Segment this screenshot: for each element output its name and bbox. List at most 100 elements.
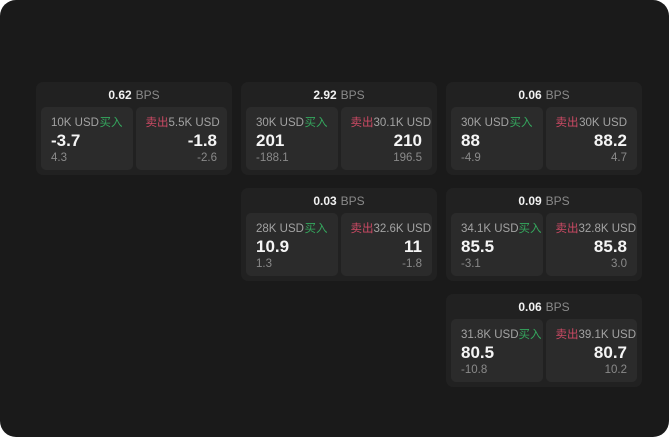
sell-panel-top: 卖出 39.1K USD	[555, 326, 637, 342]
sell-delta: 3.0	[611, 258, 627, 270]
buy-side-label: 买入	[304, 117, 328, 129]
buy-panel-top: 28K USD 买入	[256, 220, 328, 236]
sell-price: 210	[393, 130, 422, 150]
card-header: 0.06 BPS	[446, 82, 642, 107]
sell-panel-top: 卖出 32.8K USD	[555, 220, 637, 236]
sell-delta: 196.5	[393, 152, 422, 164]
bps-unit-label: BPS	[135, 87, 160, 102]
sell-side-label: 卖出	[350, 117, 374, 129]
sell-side-label: 卖出	[555, 223, 579, 235]
quote-card: 0.06 BPS 30K USD 买入 88 -4.9 卖出 30K USD 8…	[446, 82, 642, 175]
buy-panel[interactable]: 34.1K USD 买入 85.5 -3.1	[451, 213, 543, 276]
buy-side-label: 买入	[518, 223, 542, 235]
card-header: 0.03 BPS	[241, 188, 437, 213]
buy-panel[interactable]: 30K USD 买入 201 -188.1	[246, 107, 338, 170]
sell-panel[interactable]: 卖出 30.1K USD 210 196.5	[340, 107, 432, 170]
buy-side-label: 买入	[99, 117, 123, 129]
buy-delta: 4.3	[51, 152, 67, 164]
sell-panel-top: 卖出 30K USD	[556, 114, 628, 130]
quote-card: 2.92 BPS 30K USD 买入 201 -188.1 卖出 30.1K …	[241, 82, 437, 175]
buy-panel-top: 30K USD 买入	[461, 114, 533, 130]
buy-size-label: 31.8K USD	[461, 329, 519, 341]
buy-size-label: 28K USD	[256, 223, 304, 235]
sell-side-label: 卖出	[145, 117, 169, 129]
card-header: 0.06 BPS	[446, 294, 642, 319]
sell-side-label: 卖出	[555, 117, 579, 129]
sell-size-label: 32.8K USD	[578, 223, 637, 235]
buy-panel[interactable]: 10K USD 买入 -3.7 4.3	[41, 107, 133, 170]
quote-panels: 10K USD 买入 -3.7 4.3 卖出 5.5K USD -1.8 -2.…	[36, 107, 232, 175]
buy-panel-top: 31.8K USD 买入	[461, 326, 542, 342]
buy-panel[interactable]: 31.8K USD 买入 80.5 -10.8	[451, 319, 543, 382]
sell-panel[interactable]: 卖出 32.8K USD 85.8 3.0	[545, 213, 637, 276]
buy-delta: 1.3	[256, 258, 272, 270]
sell-price: 85.8	[593, 236, 627, 256]
buy-size-label: 30K USD	[256, 117, 304, 129]
buy-delta: -10.8	[461, 364, 488, 376]
bps-value: 0.03	[313, 193, 337, 208]
sell-size-label: 5.5K USD	[168, 117, 220, 129]
buy-size-label: 10K USD	[51, 117, 99, 129]
sell-panel-top: 卖出 5.5K USD	[145, 114, 220, 130]
buy-price: -3.7	[51, 130, 81, 150]
buy-delta: -188.1	[256, 152, 289, 164]
quote-card: 0.62 BPS 10K USD 买入 -3.7 4.3 卖出 5.5K USD…	[36, 82, 232, 175]
bps-value: 0.06	[518, 87, 542, 102]
bps-unit-label: BPS	[545, 87, 570, 102]
buy-panel[interactable]: 30K USD 买入 88 -4.9	[451, 107, 543, 170]
buy-price: 10.9	[256, 236, 290, 256]
sell-delta: -1.8	[402, 258, 422, 270]
bps-value: 0.09	[518, 193, 542, 208]
buy-price: 85.5	[461, 236, 495, 256]
card-header: 0.62 BPS	[36, 82, 232, 107]
quote-panels: 28K USD 买入 10.9 1.3 卖出 32.6K USD 11 -1.8	[241, 213, 437, 281]
buy-delta: -3.1	[461, 258, 481, 270]
buy-price: 88	[461, 130, 480, 150]
sell-size-label: 39.1K USD	[578, 329, 637, 341]
quote-panels: 30K USD 买入 88 -4.9 卖出 30K USD 88.2 4.7	[446, 107, 642, 175]
sell-panel[interactable]: 卖出 39.1K USD 80.7 10.2	[545, 319, 637, 382]
sell-panel-top: 卖出 30.1K USD	[350, 114, 432, 130]
sell-side-label: 卖出	[350, 223, 374, 235]
sell-panel[interactable]: 卖出 5.5K USD -1.8 -2.6	[135, 107, 227, 170]
sell-panel[interactable]: 卖出 30K USD 88.2 4.7	[545, 107, 637, 170]
bps-unit-label: BPS	[545, 299, 570, 314]
sell-size-label: 32.6K USD	[373, 223, 432, 235]
quote-panels: 31.8K USD 买入 80.5 -10.8 卖出 39.1K USD 80.…	[446, 319, 642, 387]
buy-panel[interactable]: 28K USD 买入 10.9 1.3	[246, 213, 338, 276]
bps-value: 0.62	[108, 87, 132, 102]
sell-panel[interactable]: 卖出 32.6K USD 11 -1.8	[340, 213, 432, 276]
quote-card: 0.06 BPS 31.8K USD 买入 80.5 -10.8 卖出 39.1…	[446, 294, 642, 387]
buy-price: 80.5	[461, 342, 495, 362]
buy-panel-top: 10K USD 买入	[51, 114, 123, 130]
sell-delta: 10.2	[604, 364, 627, 376]
buy-size-label: 34.1K USD	[461, 223, 519, 235]
quote-card: 0.09 BPS 34.1K USD 买入 85.5 -3.1 卖出 32.8K…	[446, 188, 642, 281]
sell-panel-top: 卖出 32.6K USD	[350, 220, 432, 236]
quote-panels: 30K USD 买入 201 -188.1 卖出 30.1K USD 210 1…	[241, 107, 437, 175]
bps-value: 0.06	[518, 299, 542, 314]
sell-price: 88.2	[593, 130, 627, 150]
sell-price: -1.8	[187, 130, 217, 150]
card-header: 0.09 BPS	[446, 188, 642, 213]
buy-delta: -4.9	[461, 152, 481, 164]
sell-price: 11	[404, 236, 422, 256]
buy-size-label: 30K USD	[461, 117, 509, 129]
sell-size-label: 30.1K USD	[373, 117, 432, 129]
bps-unit-label: BPS	[340, 87, 365, 102]
quote-cards-grid: 0.62 BPS 10K USD 买入 -3.7 4.3 卖出 5.5K USD…	[36, 82, 642, 387]
sell-side-label: 卖出	[555, 329, 579, 341]
sell-delta: 4.7	[611, 152, 627, 164]
buy-panel-top: 34.1K USD 买入	[461, 220, 542, 236]
sell-size-label: 30K USD	[579, 117, 627, 129]
card-header: 2.92 BPS	[241, 82, 437, 107]
buy-side-label: 买入	[304, 223, 328, 235]
quote-card: 0.03 BPS 28K USD 买入 10.9 1.3 卖出 32.6K US…	[241, 188, 437, 281]
buy-side-label: 买入	[518, 329, 542, 341]
buy-price: 201	[256, 130, 285, 150]
sell-price: 80.7	[593, 342, 627, 362]
buy-side-label: 买入	[509, 117, 533, 129]
quote-panels: 34.1K USD 买入 85.5 -3.1 卖出 32.8K USD 85.8…	[446, 213, 642, 281]
bps-value: 2.92	[313, 87, 337, 102]
